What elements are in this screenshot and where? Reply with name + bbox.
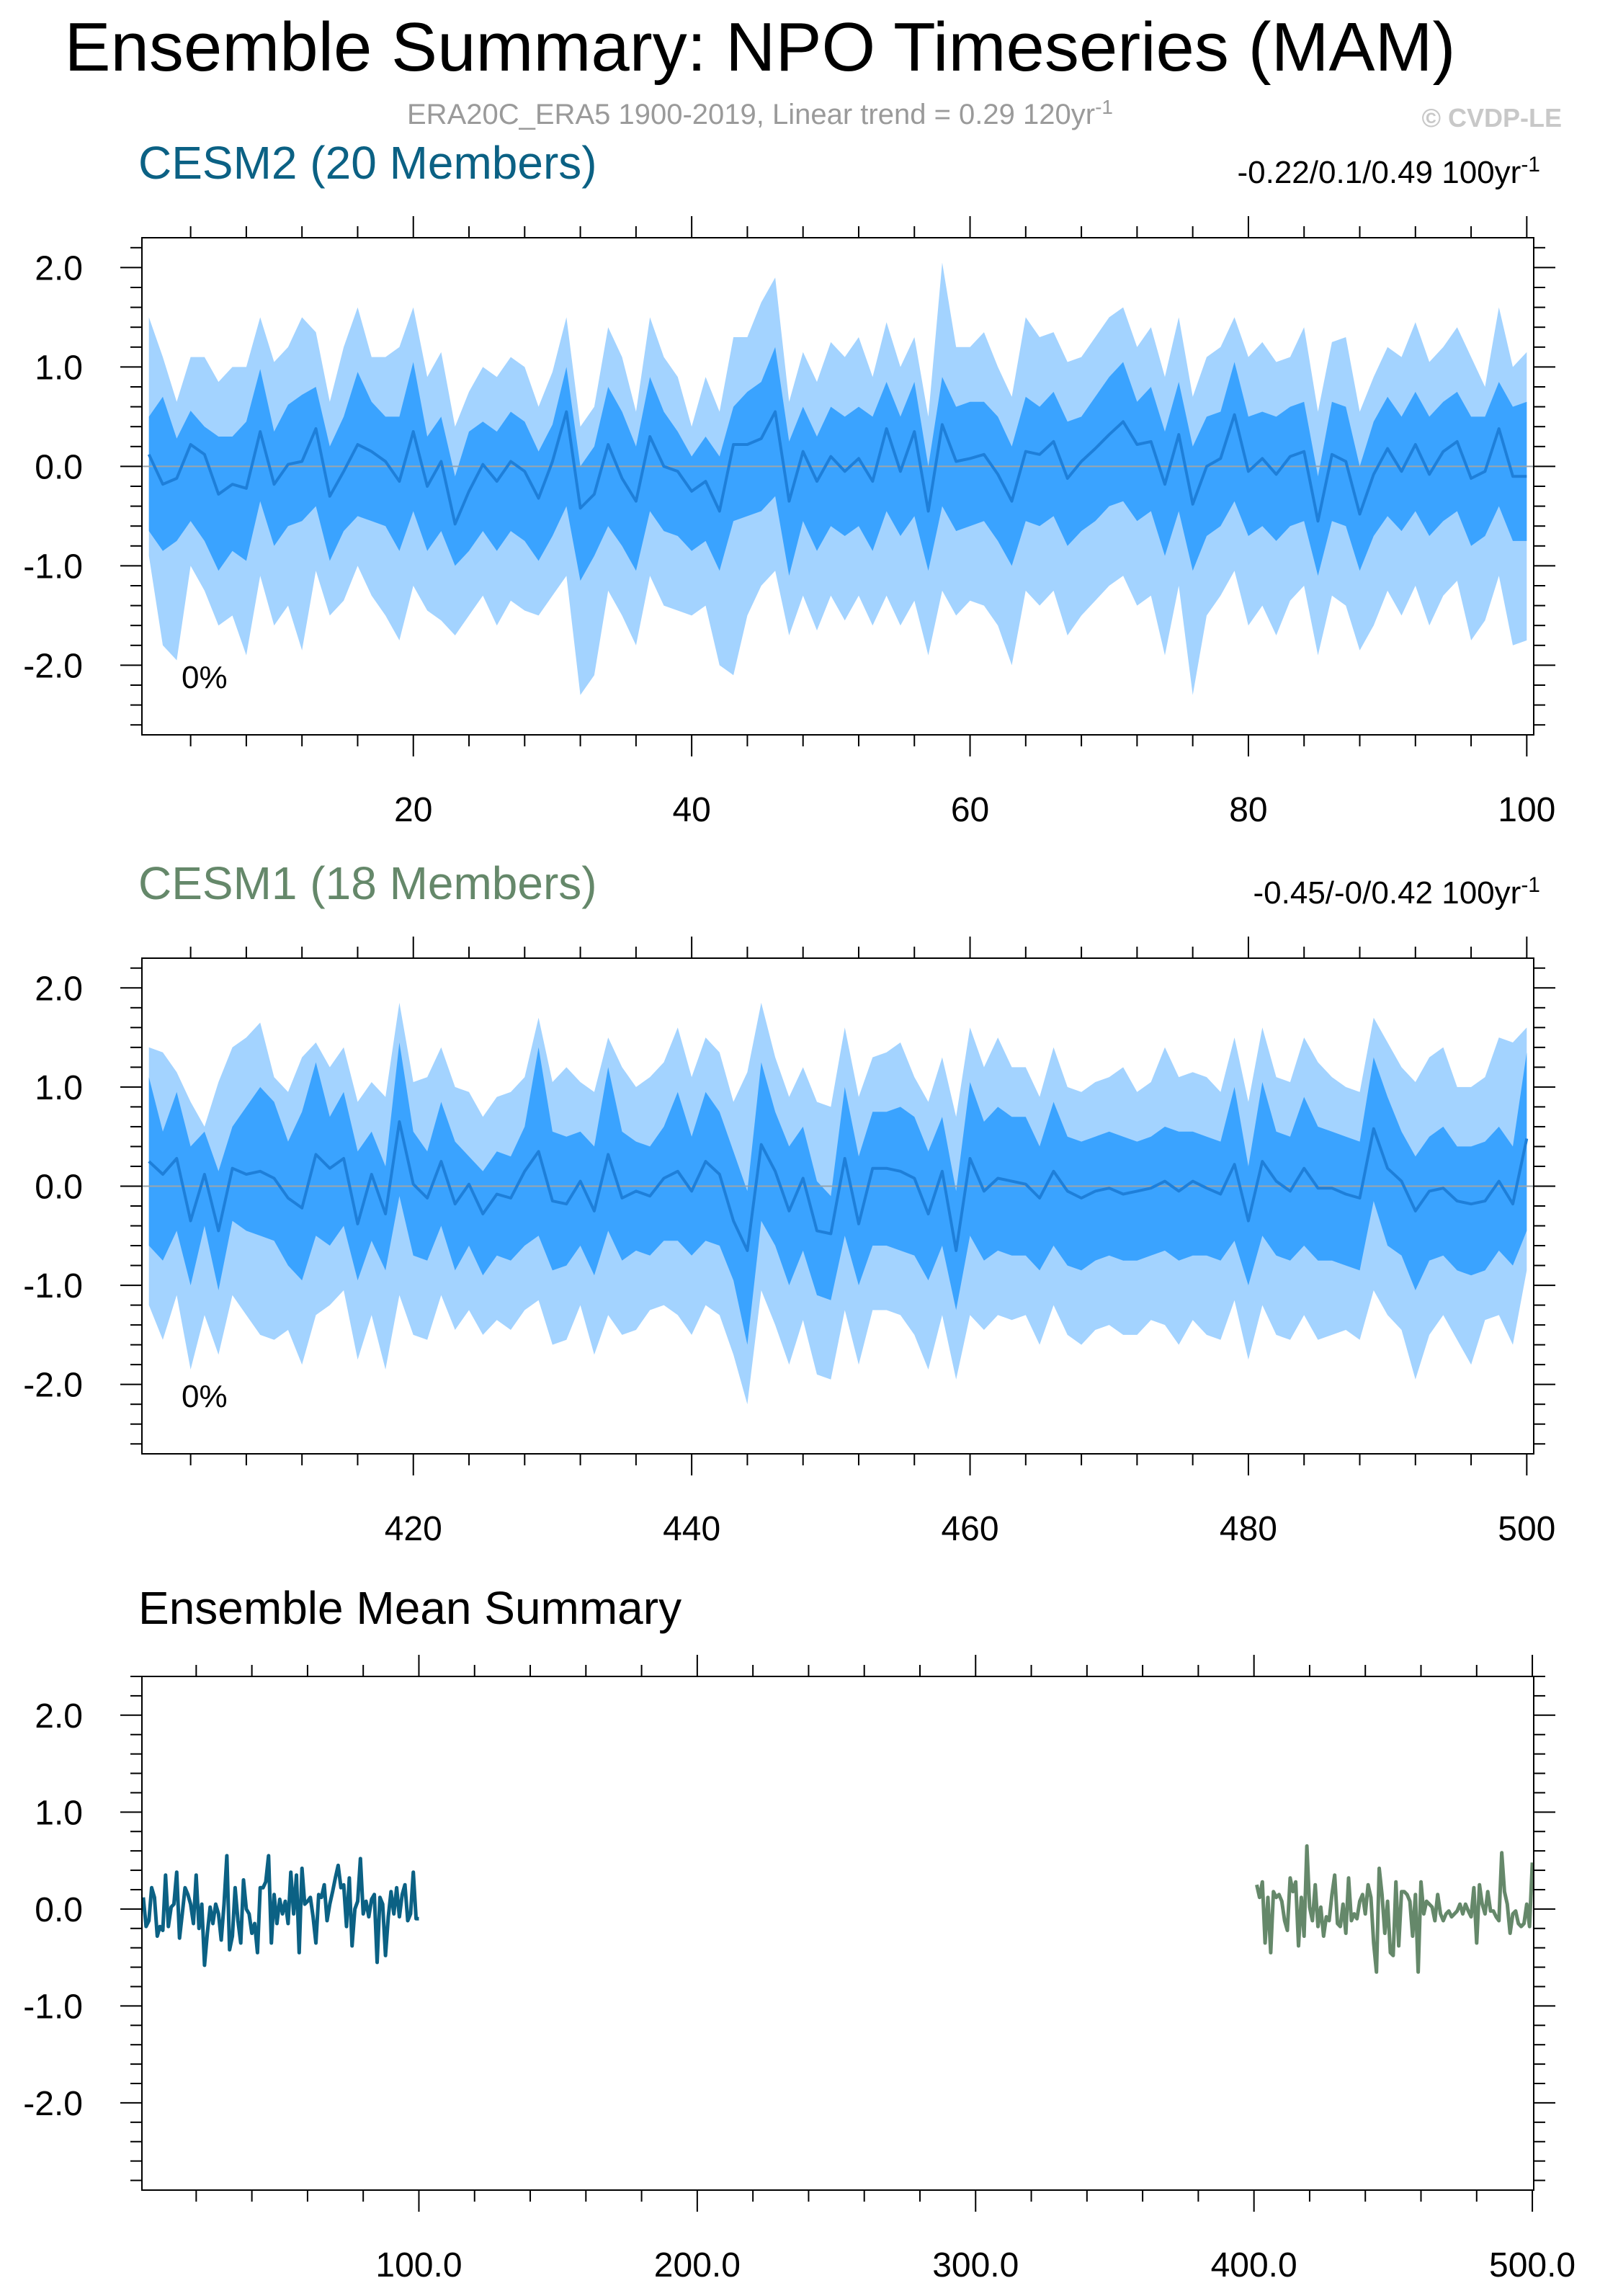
y-tick-label: -2.0 (23, 2085, 83, 2123)
y-tick-label: 2.0 (35, 1697, 83, 1736)
y-tick-label: -1.0 (23, 1988, 83, 2026)
plot-frame (141, 1676, 1534, 2191)
trend-sup: -1 (1521, 873, 1540, 897)
y-tick-label: 1.0 (35, 1794, 83, 1832)
y-tick-label: 0.0 (35, 1168, 83, 1206)
trend-label: -0.45/-0/0.42 100yr-1 (1253, 873, 1540, 911)
mean-series-line (1255, 1844, 1534, 1974)
figure-subtitle-sup: -1 (1095, 96, 1113, 118)
ensemble-mean-panel: Ensemble Mean Summary 2.0 1.0 0.0 -1.0 -2.0 10… (23, 1582, 1576, 2284)
x-tick-label: 420 (385, 1510, 442, 1548)
mean-series-line (142, 1854, 419, 1967)
y-tick-label: 2.0 (35, 249, 83, 287)
trend-sup: -1 (1521, 153, 1540, 177)
x-tick-label: 300.0 (932, 2246, 1019, 2284)
trend-text: -0.22/0.1/0.49 100yr (1237, 155, 1521, 190)
x-tick-label: 80 (1229, 791, 1267, 829)
x-tick-label: 500.0 (1489, 2246, 1576, 2284)
ensemble-mean-line (148, 1120, 1529, 1252)
figure-title: Ensemble Summary: NPO Timeseries (MAM) (64, 9, 1455, 86)
figure-subtitle-text: ERA20C_ERA5 1900-2019, Linear trend = 0.… (407, 99, 1095, 130)
cesm2-panel: CESM2 (20 Members) -0.22/0.1/0.49 100yr-1… (23, 137, 1555, 829)
x-tick-label: 200.0 (654, 2246, 741, 2284)
percent-label: 0% (182, 1379, 228, 1414)
x-tick-label: 60 (951, 791, 989, 829)
x-tick-label: 20 (394, 791, 432, 829)
y-tick-label: 0.0 (35, 448, 83, 486)
y-tick-label: -1.0 (23, 548, 83, 586)
plot-area (142, 1002, 1534, 1405)
percent-label: 0% (182, 660, 228, 695)
trend-text: -0.45/-0/0.42 100yr (1253, 875, 1521, 911)
watermark-text: © CVDP-LE (1421, 103, 1562, 133)
y-tick-label: -1.0 (23, 1267, 83, 1305)
y-tick-label: 1.0 (35, 1069, 83, 1107)
figure-subtitle: ERA20C_ERA5 1900-2019, Linear trend = 0.… (407, 96, 1113, 130)
plot-area (142, 262, 1534, 695)
plot-area (142, 1844, 1534, 1974)
x-tick-label: 480 (1220, 1510, 1277, 1548)
x-tick-label: 440 (663, 1510, 720, 1548)
y-tick-label: -2.0 (23, 1367, 83, 1405)
x-tick-label: 100.0 (375, 2246, 462, 2284)
y-tick-label: 1.0 (35, 349, 83, 387)
ensemble-mean-line (147, 410, 1527, 526)
y-tick-label: 2.0 (35, 970, 83, 1008)
x-tick-label: 400.0 (1211, 2246, 1297, 2284)
y-tick-label: -2.0 (23, 647, 83, 685)
x-tick-label: 460 (941, 1510, 998, 1548)
panel-title: CESM2 (20 Members) (138, 137, 597, 189)
trend-label: -0.22/0.1/0.49 100yr-1 (1237, 153, 1540, 190)
panel-title: CESM1 (18 Members) (138, 857, 597, 909)
cesm1-panel: CESM1 (18 Members) -0.45/-0/0.42 100yr-1 0… (23, 857, 1555, 1548)
x-tick-label: 100 (1498, 791, 1555, 829)
y-tick-label: 0.0 (35, 1891, 83, 1929)
x-tick-label: 500 (1498, 1510, 1555, 1548)
x-tick-label: 40 (672, 791, 710, 829)
panel-title: Ensemble Mean Summary (138, 1582, 681, 1634)
